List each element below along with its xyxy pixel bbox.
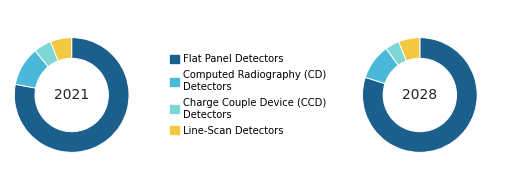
Text: 2021: 2021 — [54, 88, 89, 102]
Wedge shape — [15, 51, 48, 88]
Wedge shape — [365, 49, 398, 84]
Wedge shape — [386, 42, 407, 65]
Wedge shape — [14, 38, 129, 152]
Legend: Flat Panel Detectors, Computed Radiography (CD)
Detectors, Charge Couple Device : Flat Panel Detectors, Computed Radiograp… — [170, 54, 326, 136]
Wedge shape — [399, 38, 420, 61]
Wedge shape — [51, 38, 72, 61]
Text: 2028: 2028 — [402, 88, 437, 102]
Wedge shape — [362, 38, 477, 152]
Wedge shape — [35, 42, 58, 67]
